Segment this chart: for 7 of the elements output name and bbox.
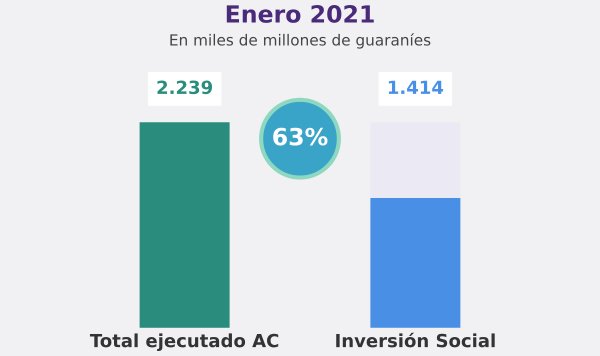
data-label: 2.239	[157, 80, 212, 94]
annotation: 63%	[273, 128, 328, 146]
x-tick-label: Inversión Social	[336, 332, 495, 348]
data-label: 1.414	[388, 80, 444, 94]
x-tick-label: Total ejecutado AC	[90, 333, 278, 352]
chart-subtitle: En miles de millones de guaraníes	[170, 33, 430, 49]
chart-title: Enero 2021	[226, 5, 374, 23]
